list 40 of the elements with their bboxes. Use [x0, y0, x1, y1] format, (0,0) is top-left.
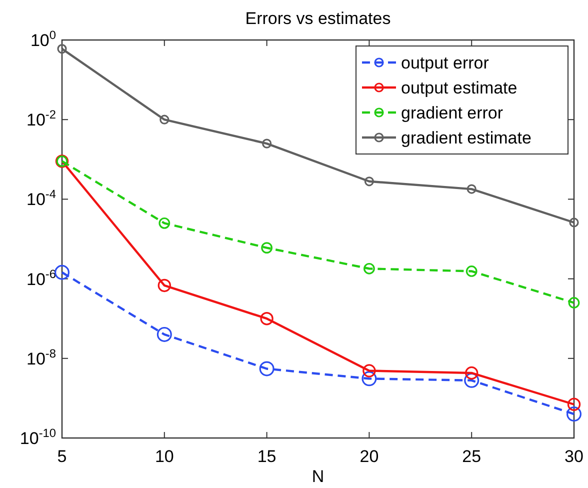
legend-label: output estimate [401, 78, 518, 98]
y-tick-label: 10$^{-10}$ [20, 426, 56, 448]
point [57, 44, 67, 54]
x-tick-label: 20 [360, 447, 379, 466]
legend-label: gradient error [401, 104, 504, 122]
point [156, 326, 172, 342]
point [567, 398, 581, 411]
x-tick-label: 10 [154, 447, 174, 466]
x-tick-label: 5 [57, 447, 67, 466]
point [362, 371, 377, 386]
point [364, 176, 374, 186]
y-tick-label: 10$^{-6}$ [26, 266, 56, 289]
x-tick-label: 25 [462, 447, 482, 466]
y-tick-label: 10$^{-4}$ [26, 187, 56, 210]
point [568, 297, 580, 308]
chart-title: Errors vs estimates [245, 9, 391, 28]
point [569, 218, 579, 228]
point [160, 114, 170, 124]
point [262, 138, 272, 148]
y-tick-label: 10$^{-8}$ [26, 346, 56, 368]
point [158, 217, 170, 229]
point [54, 264, 70, 280]
point [464, 372, 480, 388]
point [466, 266, 478, 277]
x-tick-label: 15 [257, 447, 276, 466]
point [566, 406, 582, 422]
legend-label: output error [401, 54, 490, 72]
point [259, 361, 274, 376]
point [465, 366, 478, 380]
x-axis-title: N [312, 467, 324, 486]
point [364, 262, 375, 274]
point [362, 364, 376, 378]
point [260, 312, 274, 326]
y-tick-label: 10$^{0}$ [30, 28, 56, 50]
y-tick-label: 10$^{-2}$ [26, 108, 56, 130]
point [261, 242, 272, 254]
point [158, 278, 171, 292]
point [466, 184, 476, 194]
legend-label: gradient estimate [401, 128, 532, 148]
x-tick-label: 30 [564, 447, 584, 466]
